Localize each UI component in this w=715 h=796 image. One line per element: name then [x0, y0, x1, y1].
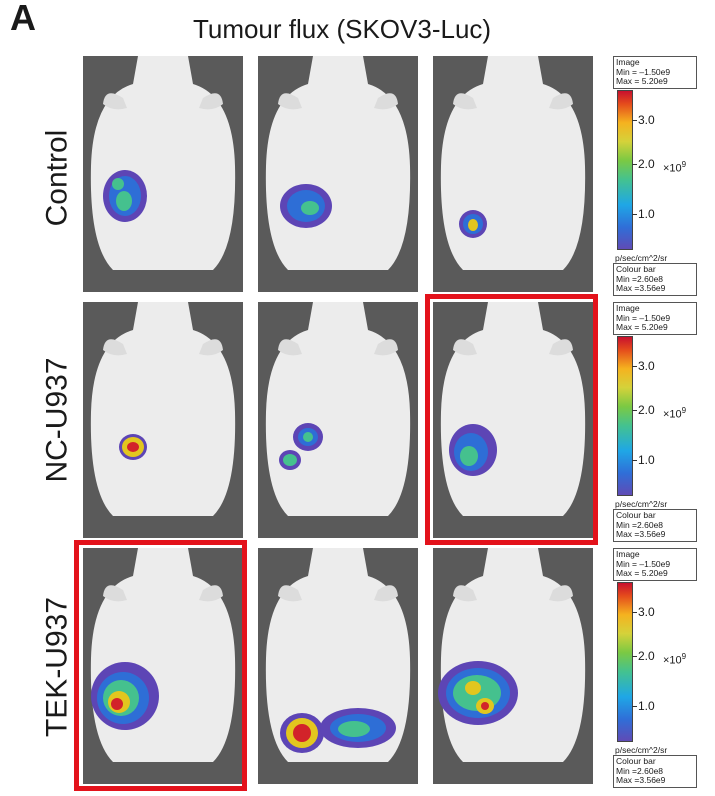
colour-box-title: Colour bar — [616, 264, 656, 274]
tick-mark — [632, 366, 637, 367]
tick-label: 1.0 — [638, 453, 655, 467]
mouse-image — [83, 302, 243, 538]
image-box-title: Image — [616, 549, 640, 559]
image-box-max: Max = 5.20e9 — [616, 568, 668, 578]
image-box-title: Image — [616, 57, 640, 67]
mouse-image — [433, 302, 593, 538]
tick-mark — [632, 120, 637, 121]
tick-label: 3.0 — [638, 359, 655, 373]
tick-mark — [632, 164, 637, 165]
unit-label: p/sec/cm^2/sr — [615, 253, 668, 263]
row-label-control: Control — [40, 129, 74, 227]
mouse-image — [258, 548, 418, 784]
colour-range-box: Colour bar Min =2.60e8 Max =3.56e9 — [613, 263, 697, 296]
tick-mark — [632, 214, 637, 215]
colour-box-min: Min =2.60e8 — [616, 519, 664, 530]
tick-mark — [632, 410, 637, 411]
mouse-image — [258, 56, 418, 292]
colour-range-box: Colour bar Min =2.60e8 Max =3.56e9 — [613, 755, 697, 788]
colour-scale: Image Min = –1.50e9 Max = 5.20e9 3.0 2.0… — [613, 548, 713, 788]
panel-letter: A — [10, 0, 36, 38]
colour-scale: Image Min = –1.50e9 Max = 5.20e9 3.0 2.0… — [613, 302, 713, 542]
colour-bar — [617, 336, 633, 496]
image-box-max: Max = 5.20e9 — [616, 76, 668, 86]
mouse-image — [83, 56, 243, 292]
tick-label: 1.0 — [638, 207, 655, 221]
multiplier-label: ×109 — [663, 652, 687, 667]
tick-mark — [632, 460, 637, 461]
image-range-box: Image Min = –1.50e9 Max = 5.20e9 — [613, 56, 697, 89]
mouse-image — [83, 548, 243, 784]
tick-label: 3.0 — [638, 113, 655, 127]
figure-title: Tumour flux (SKOV3-Luc) — [192, 14, 492, 44]
unit-label: p/sec/cm^2/sr — [615, 745, 668, 755]
unit-label: p/sec/cm^2/sr — [615, 499, 668, 509]
image-box-min: Min = –1.50e9 — [616, 558, 671, 569]
row-label-tek-u937: TEK-U937 — [40, 596, 74, 738]
colour-box-title: Colour bar — [616, 510, 656, 520]
image-box-max: Max = 5.20e9 — [616, 322, 668, 332]
row-label-nc-u937: NC-U937 — [40, 357, 74, 483]
tick-label: 1.0 — [638, 699, 655, 713]
image-box-min: Min = –1.50e9 — [616, 66, 671, 77]
tick-label: 2.0 — [638, 157, 655, 171]
colour-box-max: Max =3.56e9 — [616, 283, 666, 293]
colour-bar — [617, 90, 633, 250]
colour-box-max: Max =3.56e9 — [616, 529, 666, 539]
multiplier-label: ×109 — [663, 160, 687, 175]
image-range-box: Image Min = –1.50e9 Max = 5.20e9 — [613, 302, 697, 335]
tick-label: 2.0 — [638, 649, 655, 663]
image-range-box: Image Min = –1.50e9 Max = 5.20e9 — [613, 548, 697, 581]
tick-label: 2.0 — [638, 403, 655, 417]
mouse-image — [433, 56, 593, 292]
colour-scale: Image Min = –1.50e9 Max = 5.20e9 3.0 2.0… — [613, 56, 713, 296]
tick-mark — [632, 656, 637, 657]
mouse-image — [258, 302, 418, 538]
colour-box-min: Min =2.60e8 — [616, 765, 664, 776]
tick-label: 3.0 — [638, 605, 655, 619]
image-box-min: Min = –1.50e9 — [616, 312, 671, 323]
tick-mark — [632, 612, 637, 613]
image-box-title: Image — [616, 303, 640, 313]
tick-mark — [632, 706, 637, 707]
colour-bar — [617, 582, 633, 742]
colour-box-max: Max =3.56e9 — [616, 775, 666, 785]
mouse-image — [433, 548, 593, 784]
colour-box-min: Min =2.60e8 — [616, 273, 664, 284]
colour-range-box: Colour bar Min =2.60e8 Max =3.56e9 — [613, 509, 697, 542]
multiplier-label: ×109 — [663, 406, 687, 421]
colour-box-title: Colour bar — [616, 756, 656, 766]
